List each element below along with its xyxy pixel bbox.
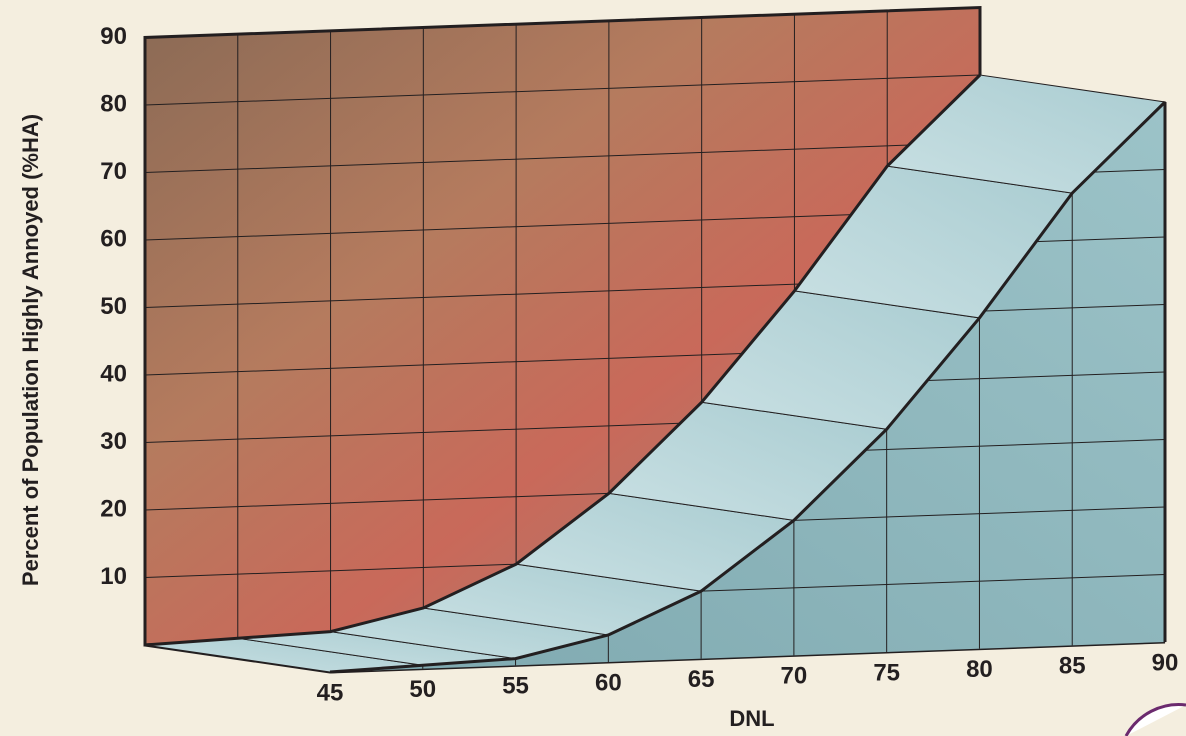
decoration <box>1124 703 1186 736</box>
x-axis-title: DNL <box>729 706 774 731</box>
y-tick-label: 70 <box>100 158 127 185</box>
y-tick-label: 30 <box>100 428 127 455</box>
grid-line <box>144 209 981 241</box>
front-curve <box>329 100 1167 674</box>
x-tick-label: 65 <box>688 666 715 693</box>
y-tick-label: 50 <box>100 293 127 320</box>
grid-line <box>984 304 1166 312</box>
grid-line <box>701 574 1166 592</box>
y-tick-label: 40 <box>100 360 127 387</box>
plot: 10 20 30 40 50 60 70 80 90 <box>100 5 1167 674</box>
grid-line <box>865 439 1166 451</box>
x-tick-label: 80 <box>966 656 993 683</box>
grid-line <box>927 371 1166 382</box>
grid-line <box>144 7 981 38</box>
back-curve <box>144 73 982 647</box>
x-tick-label: 55 <box>502 673 529 700</box>
x-tick-label: 85 <box>1059 653 1086 680</box>
y-tick-label: 20 <box>100 495 127 522</box>
y-tick-label: 80 <box>100 90 127 117</box>
x-tick-label: 60 <box>595 669 622 696</box>
grid-line <box>144 74 981 106</box>
x-tick-label: 70 <box>781 663 808 690</box>
x-tick-label: 75 <box>873 659 900 686</box>
grid-line <box>144 142 981 173</box>
y-tick-label: 90 <box>100 23 127 50</box>
x-tick-label: 90 <box>1152 649 1179 676</box>
y-tick-label: 60 <box>100 225 127 252</box>
x-tick-label: 50 <box>409 676 436 703</box>
grid-line <box>1093 169 1166 173</box>
front-face <box>330 102 1165 672</box>
x-tick-label: 45 <box>317 679 344 706</box>
y-tick-label: 10 <box>100 563 127 590</box>
grid-line <box>1036 236 1166 243</box>
y-axis-title: Percent of Population Highly Annoyed (%H… <box>18 114 43 586</box>
